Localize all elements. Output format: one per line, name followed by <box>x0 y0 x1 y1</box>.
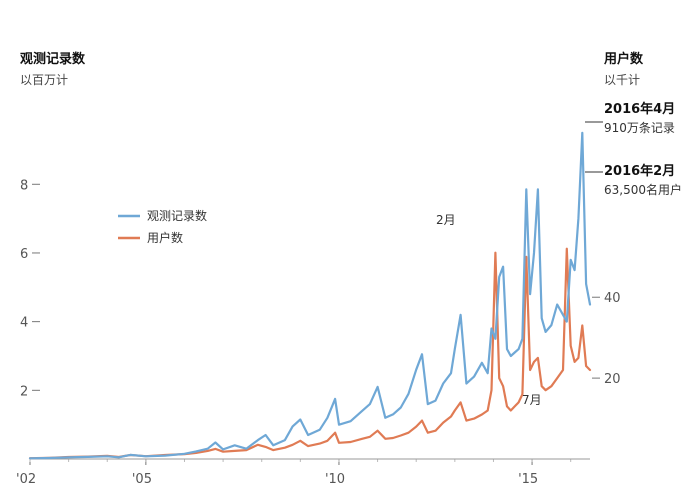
left-axis-ticks: 2 4 6 8 <box>20 178 40 399</box>
x-tick-label: '05 <box>132 472 152 487</box>
annotations: 2016年4月 910万条记录 2016年2月 63,500名用户 2月 7月 <box>436 101 682 407</box>
left-tick-label: 8 <box>20 178 28 193</box>
left-tick-label: 2 <box>20 384 28 399</box>
apr2016-title: 2016年4月 <box>604 101 675 117</box>
left-tick-label: 4 <box>20 316 28 331</box>
legend: 观测记录数 用户数 <box>118 208 207 245</box>
right-tick-label: 20 <box>604 372 621 387</box>
x-tick-label: '02 <box>16 472 36 487</box>
legend-label-users: 用户数 <box>147 230 183 245</box>
apr2016-value: 910万条记录 <box>604 121 675 135</box>
jul-label: 7月 <box>522 393 542 407</box>
legend-label-observations: 观测记录数 <box>147 208 207 223</box>
left-axis-title: 观测记录数 <box>20 51 86 67</box>
x-tick-label: '15 <box>518 472 538 487</box>
feb2016-title: 2016年2月 <box>604 163 675 179</box>
series-layer <box>28 131 592 460</box>
series-line-observations <box>28 131 592 460</box>
x-axis-ticks: '02 '05 '10 '15 <box>16 459 572 487</box>
x-tick-label: '10 <box>325 472 345 487</box>
right-tick-label: 40 <box>604 291 621 306</box>
left-axis-unit: 以百万计 <box>20 73 68 87</box>
series-line-users <box>28 247 592 460</box>
right-axis-unit: 以千计 <box>604 73 640 87</box>
feb-label: 2月 <box>436 213 456 227</box>
left-tick-label: 6 <box>20 247 28 262</box>
feb2016-value: 63,500名用户 <box>604 182 682 197</box>
right-axis-title: 用户数 <box>603 51 644 67</box>
